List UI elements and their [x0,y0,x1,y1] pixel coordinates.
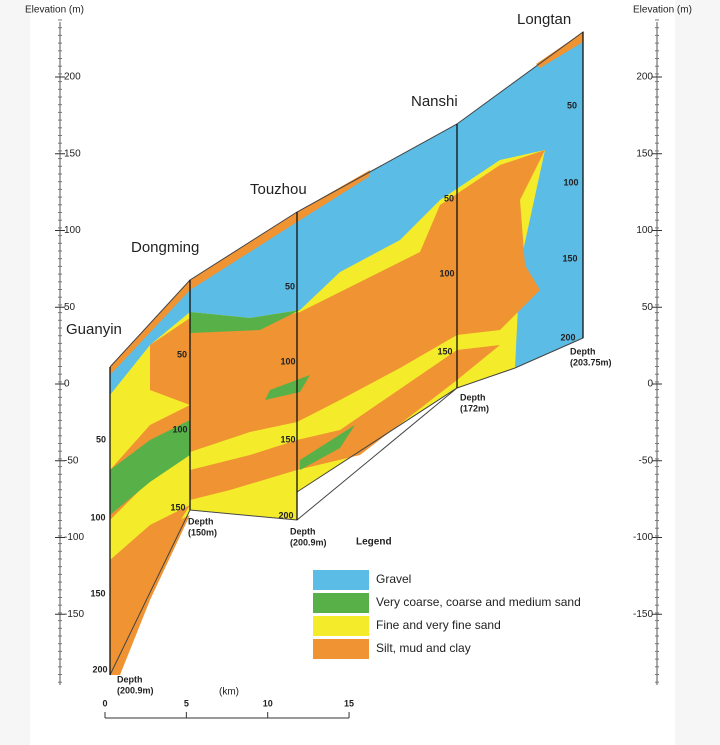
well-name: Nanshi [411,93,458,110]
tick-label: -150 [633,609,653,620]
depth-label: 200 [278,510,293,520]
depth-note: Depth [117,674,143,684]
tick-label: 0 [647,379,653,390]
depth-label: 150 [437,346,452,356]
tick-label: 150 [64,148,81,159]
legend-title: Legend [356,537,392,548]
depth-note: (200.9m) [117,685,154,695]
depth-label: 100 [563,177,578,187]
well-name: Touzhou [250,181,307,198]
depth-label: 50 [177,349,187,359]
legend-label: Silt, mud and clay [376,641,471,655]
tick-label: -150 [64,609,84,620]
scale-label: 5 [184,698,189,708]
legend-swatch [313,570,369,590]
depth-label: 150 [170,502,185,512]
tick-label: 150 [636,148,653,159]
depth-label: 100 [439,268,454,278]
figure: Elevation (m)200150100500-50-100-150Elev… [0,0,720,745]
legend-swatch [313,616,369,636]
legend-swatch [313,639,369,659]
well-name: Longtan [517,11,571,28]
depth-note: Depth [460,392,486,402]
depth-label: 100 [90,512,105,522]
depth-label: 100 [172,424,187,434]
tick-label: 50 [642,302,654,313]
scale-label: 10 [263,698,273,708]
depth-label: 200 [560,332,575,342]
depth-note: Depth [570,346,596,356]
depth-label: 150 [562,253,577,263]
legend-swatch [313,593,369,613]
depth-label: 50 [285,281,295,291]
scale-unit: (km) [219,687,239,698]
well-name: Dongming [131,239,199,256]
tick-label: -50 [64,455,79,466]
depth-note: Depth [290,526,316,536]
depth-label: 150 [90,588,105,598]
legend-label: Very coarse, coarse and medium sand [376,595,581,609]
depth-label: 50 [96,434,106,444]
tick-label: 50 [64,302,76,313]
tick-label: 0 [64,379,70,390]
tick-label: 200 [64,72,81,83]
tick-label: 200 [636,72,653,83]
depth-label: 200 [92,664,107,674]
scale-label: 15 [344,698,354,708]
depth-note: (150m) [188,527,217,537]
depth-note: (172m) [460,403,489,413]
depth-label: 50 [444,193,454,203]
scale-label: 0 [102,698,107,708]
tick-label: 100 [636,225,653,236]
tick-label: 100 [64,225,81,236]
tick-label: -100 [64,532,84,543]
depth-label: 150 [280,434,295,444]
well-name: Guanyin [66,321,122,338]
axis-title: Elevation (m) [25,5,84,16]
tick-label: -50 [639,455,654,466]
depth-note: Depth [188,516,214,526]
depth-label: 50 [567,100,577,110]
tick-label: -100 [633,532,653,543]
axis-title: Elevation (m) [633,5,692,16]
depth-note: (203.75m) [570,357,612,367]
legend-label: Fine and very fine sand [376,618,501,632]
depth-label: 100 [280,356,295,366]
depth-note: (200.9m) [290,537,327,547]
legend-label: Gravel [376,572,411,586]
